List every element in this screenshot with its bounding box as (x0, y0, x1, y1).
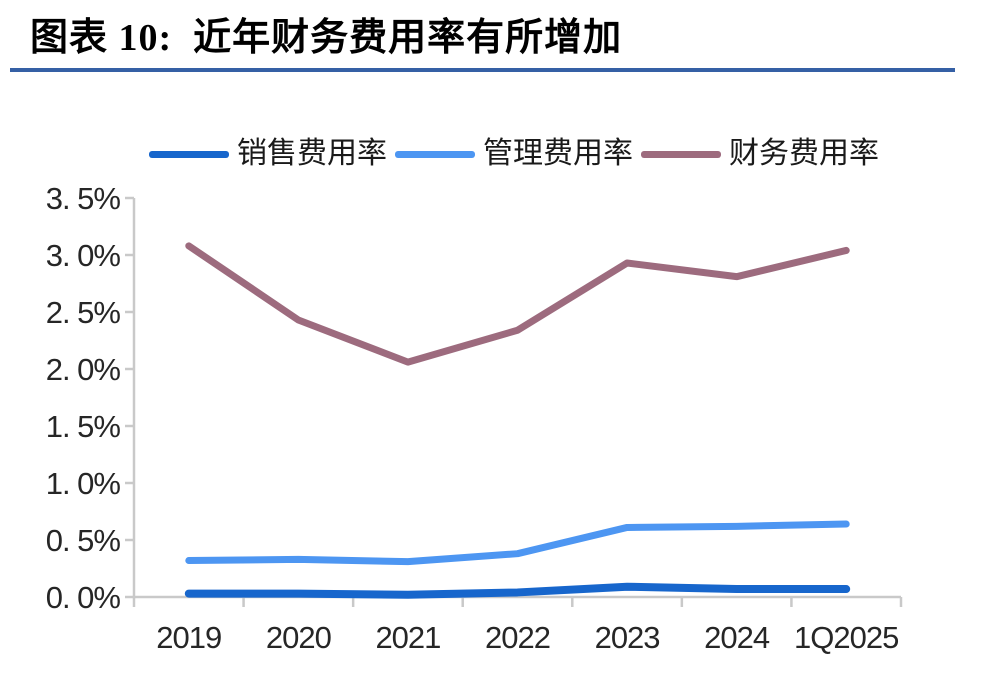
y-axis: 3. 5% 3. 0% 2. 5% 2. 0% 1. 5% 1. 0% 0. 5% 0. 0% (46, 181, 136, 615)
legend-line-finance-icon (641, 150, 721, 158)
legend-label-sales: 销售费用率 (237, 137, 387, 170)
y-tick-label: 1. 5% (46, 409, 121, 444)
figure-title: 图表 10: 近年财务费用率有所增加 (30, 17, 623, 59)
y-tick-label: 2. 5% (46, 295, 121, 330)
y-tick-label: 2. 0% (46, 352, 121, 387)
series-line-0 (184, 582, 851, 599)
x-tick-label: 2023 (595, 620, 660, 655)
y-tick-label: 1. 0% (46, 466, 121, 501)
series-line-1 (185, 520, 850, 566)
legend-item-finance-expense: 财务费用率 (641, 137, 879, 171)
y-tick-label: 3. 5% (46, 181, 121, 216)
x-tick-label: 2020 (266, 620, 332, 655)
legend-line-sales-icon (149, 150, 229, 158)
y-tick-label: 0. 5% (46, 523, 121, 558)
legend-item-sales-expense: 销售费用率 (149, 137, 387, 171)
y-tick-label: 0. 0% (46, 580, 121, 615)
x-tick-label: 2022 (485, 620, 550, 655)
x-tick-label: 1Q2025 (794, 620, 898, 655)
chart-legend: 销售费用率 管理费用率 财务费用率 (149, 137, 887, 171)
x-axis: 2019 2020 2021 2022 2023 2024 1Q2025 (132, 595, 903, 655)
title-rule (10, 68, 955, 72)
data-lines (184, 242, 851, 599)
x-tick-label: 2021 (375, 620, 440, 655)
legend-item-admin-expense: 管理费用率 (395, 137, 633, 171)
y-tick-label: 3. 0% (46, 238, 121, 273)
legend-line-admin-icon (395, 150, 475, 158)
series-line-2 (185, 242, 850, 366)
legend-label-admin: 管理费用率 (483, 137, 633, 170)
x-tick-label: 2019 (156, 620, 221, 655)
x-tick-label: 2024 (704, 620, 770, 655)
legend-label-finance: 财务费用率 (729, 137, 879, 170)
